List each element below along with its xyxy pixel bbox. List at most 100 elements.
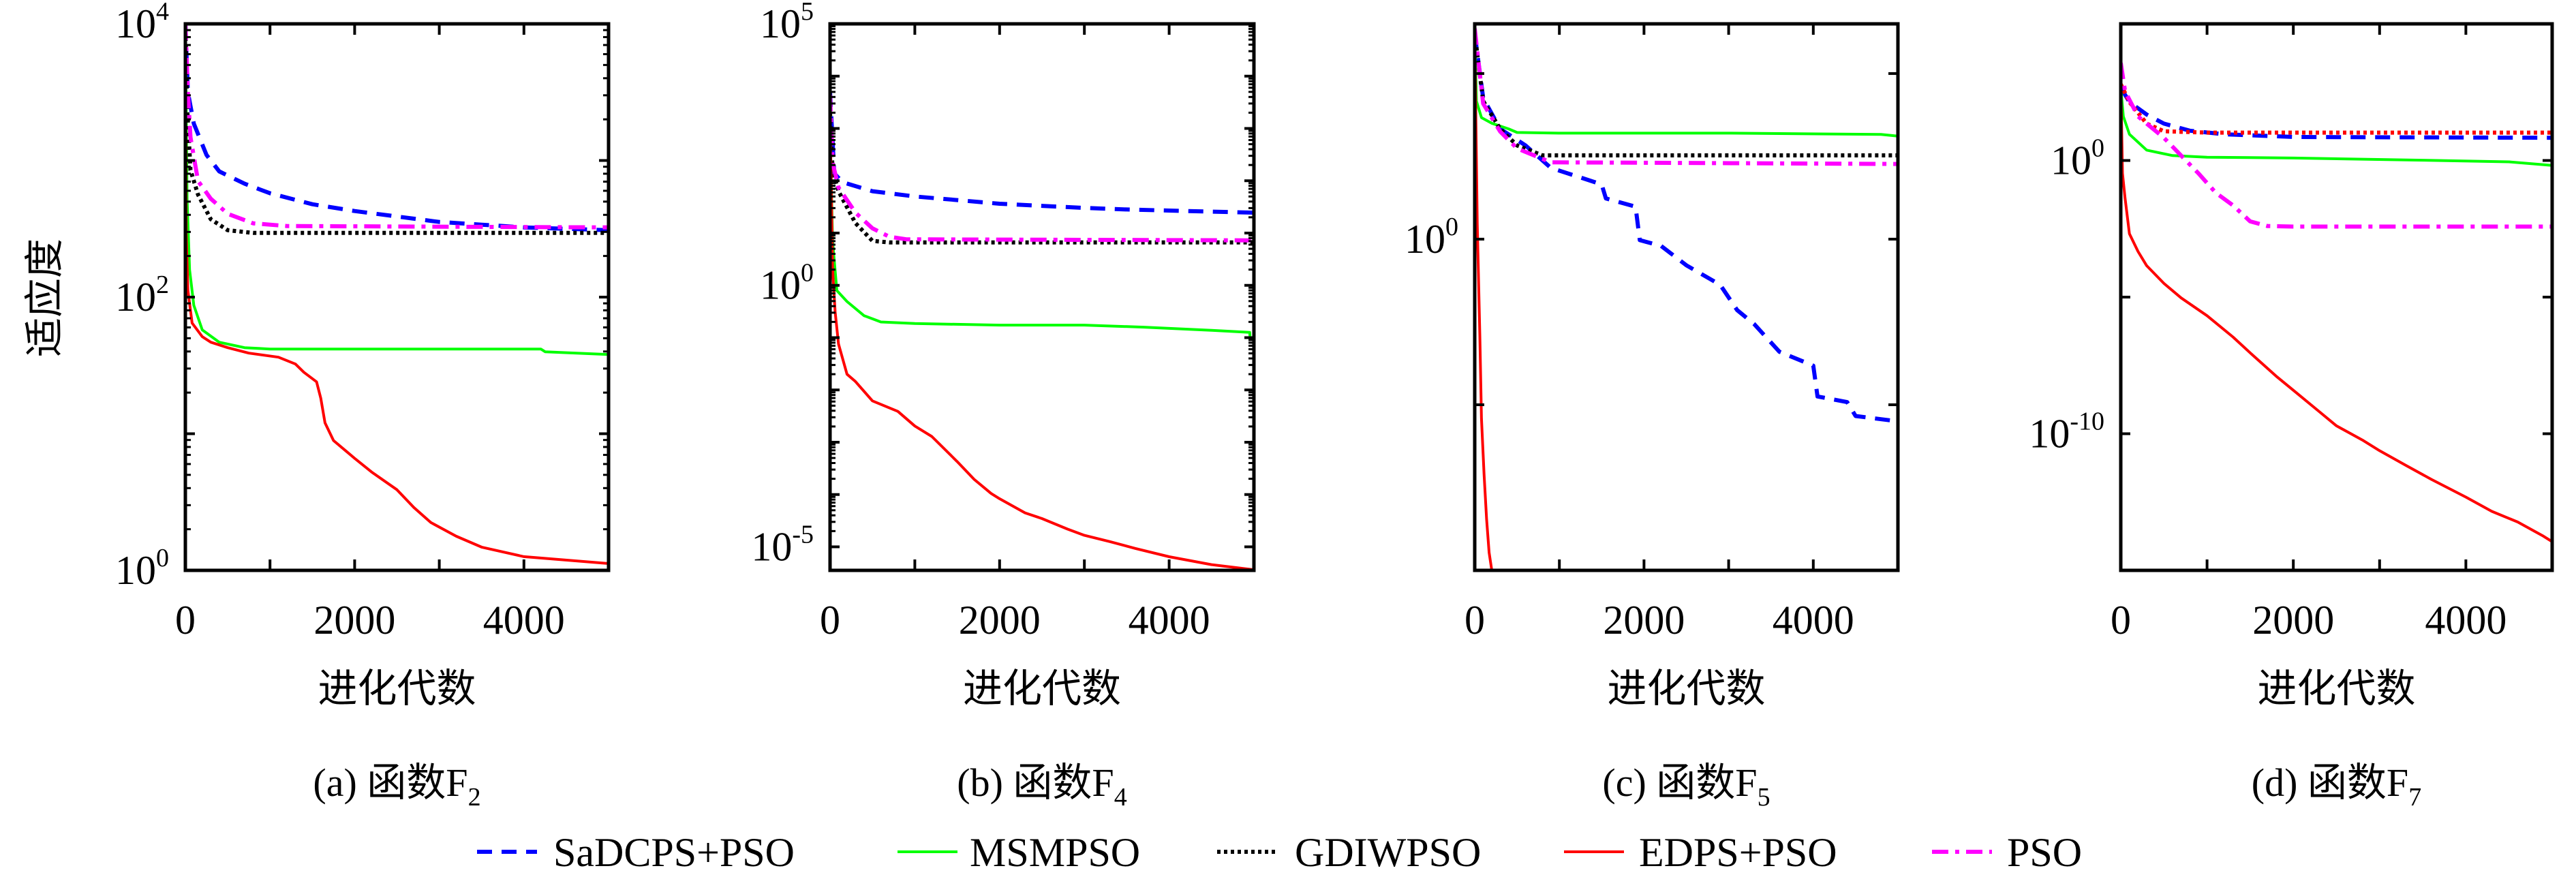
x-tick-label: 4000: [1129, 598, 1210, 643]
caption-text: (d) 函数F: [2252, 760, 2408, 805]
series-line-sadcps-plus-pso: [2121, 87, 2552, 140]
legend-label: EDPS+PSO: [1639, 830, 1837, 875]
series-line-msmpso: [1475, 33, 1898, 138]
y-tick-label: 10-10: [2029, 407, 2104, 457]
y-tick-base: 10: [2051, 138, 2091, 183]
x-tick-label: 2000: [959, 598, 1041, 643]
caption-subscript: 2: [468, 783, 481, 812]
y-tick-base: 10: [751, 524, 792, 569]
panel-caption: (d) 函数F7: [2252, 760, 2421, 812]
series-group: [830, 91, 1254, 570]
y-tick-base: 10: [2029, 412, 2070, 457]
legend-item: EDPS+PSO: [1564, 830, 1837, 875]
x-tick-label: 0: [1465, 598, 1485, 643]
x-axis-title: 进化代数: [1607, 666, 1765, 711]
series-line-gdiwpso: [2121, 83, 2552, 135]
caption-text: (b) 函数F: [957, 760, 1114, 805]
y-tick-base: 10: [115, 275, 156, 320]
x-tick-label: 0: [175, 598, 196, 643]
plot-frame: [2119, 22, 2554, 572]
series-line-sadcps-plus-pso: [1475, 33, 1898, 424]
legend-item: PSO: [1932, 830, 2082, 875]
x-tick-label: 0: [820, 598, 840, 643]
legend-item: SaDCPS+PSO: [477, 830, 795, 875]
plot-frame: [1473, 22, 1900, 572]
y-tick-exponent: -10: [2070, 407, 2104, 436]
y-tick-exponent: 2: [156, 271, 169, 299]
y-tick-base: 10: [115, 1, 156, 46]
series-line-pso: [830, 95, 1254, 243]
x-tick-label: 2000: [2252, 598, 2334, 643]
series-line-sadcps-plus-pso: [830, 91, 1254, 215]
series-line-pso: [1475, 28, 1898, 166]
series-line-edps-plus-pso: [830, 112, 1254, 570]
legend-item: MSMPSO: [898, 830, 1140, 875]
legend-item: GDIWPSO: [1217, 830, 1481, 875]
y-tick-label: 100: [760, 259, 814, 308]
y-tick-base: 10: [760, 263, 801, 308]
y-tick-label: 10-5: [751, 520, 814, 569]
series-group: [185, 24, 609, 565]
legend-label: MSMPSO: [970, 830, 1140, 875]
series-line-msmpso: [185, 24, 609, 356]
caption-subscript: 4: [1114, 783, 1127, 812]
caption-text: (a) 函数F: [313, 760, 467, 805]
series-group: [1475, 28, 1898, 570]
y-tick-base: 10: [115, 548, 156, 593]
y-tick-exponent: 0: [156, 544, 169, 572]
panel-caption: (a) 函数F2: [313, 760, 480, 812]
series-line-edps-plus-pso: [2121, 80, 2552, 543]
panel-caption: (b) 函数F4: [957, 760, 1126, 812]
y-tick-exponent: 4: [156, 0, 169, 26]
series-line-sadcps-plus-pso: [185, 24, 609, 232]
x-tick-label: 4000: [2425, 598, 2506, 643]
y-tick-exponent: 0: [801, 259, 814, 288]
caption-subscript: 7: [2408, 783, 2421, 812]
y-tick-exponent: -5: [792, 520, 814, 549]
y-tick-label: 100: [115, 544, 169, 593]
y-tick-exponent: 0: [2091, 134, 2104, 163]
y-axis-title: 适应度: [22, 239, 67, 357]
legend: SaDCPS+PSO MSMPSO GDIWPSO EDPS+PSO PSO: [477, 830, 2082, 875]
series-line-gdiwpso: [185, 24, 609, 235]
panel-caption: (c) 函数F5: [1602, 760, 1770, 812]
y-tick-label: 102: [115, 271, 169, 320]
series-line-gdiwpso: [1475, 33, 1898, 157]
x-tick-label: 4000: [1773, 598, 1854, 643]
x-axis-title: 进化代数: [318, 666, 476, 711]
y-tick-label: 105: [760, 0, 814, 46]
y-tick-label: 100: [2051, 134, 2104, 183]
x-tick-label: 2000: [313, 598, 395, 643]
series-line-pso: [185, 24, 609, 230]
y-tick-exponent: 5: [801, 0, 814, 26]
caption-text: (c) 函数F: [1602, 760, 1757, 805]
x-tick-label: 2000: [1603, 598, 1685, 643]
legend-label: GDIWPSO: [1295, 830, 1481, 875]
y-tick-base: 10: [1405, 217, 1445, 262]
series-line-msmpso: [830, 127, 1254, 342]
series-line-pso: [2121, 62, 2552, 229]
x-axis-title: 进化代数: [2257, 666, 2415, 711]
legend-label: PSO: [2007, 830, 2082, 875]
series-line-edps-plus-pso: [1475, 33, 1493, 570]
x-tick-label: 4000: [483, 598, 565, 643]
series-line-msmpso: [2121, 87, 2552, 167]
series-group: [2121, 62, 2552, 543]
y-tick-label: 100: [1405, 213, 1458, 262]
y-tick-exponent: 0: [1445, 213, 1458, 241]
plot-frame: [828, 22, 1256, 572]
caption-subscript: 5: [1758, 783, 1770, 812]
series-line-gdiwpso: [830, 112, 1254, 245]
y-tick-base: 10: [760, 1, 801, 46]
x-tick-label: 0: [2111, 598, 2131, 643]
legend-label: SaDCPS+PSO: [553, 830, 795, 875]
y-tick-label: 104: [115, 0, 169, 46]
series-line-edps-plus-pso: [185, 24, 609, 565]
x-axis-title: 进化代数: [963, 666, 1121, 711]
